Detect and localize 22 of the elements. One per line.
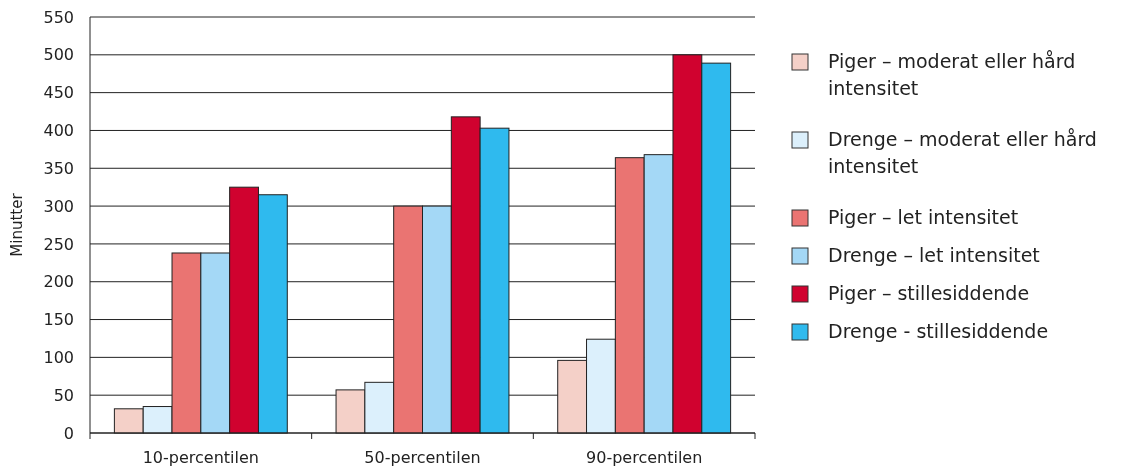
y-tick-label: 250 [43, 234, 74, 254]
y-tick-label: 450 [43, 83, 74, 103]
y-axis-title: Minutter [8, 192, 26, 257]
y-tick-label: 0 [63, 423, 74, 443]
legend-label: Drenge - stillesiddende [828, 320, 1049, 342]
y-tick-label: 200 [43, 272, 74, 292]
y-tick-label: 100 [43, 347, 74, 367]
legend-label: Piger – moderat eller hård intensitet [828, 50, 1076, 99]
legend-label: Drenge – let intensitet [828, 244, 1040, 266]
y-tick-label: 550 [43, 7, 74, 27]
legend-label: Drenge – moderat eller hård intensitet [828, 128, 1097, 177]
y-tick-label: 500 [43, 45, 74, 65]
legend-label: Piger – stillesiddende [828, 282, 1030, 304]
y-tick-label: 50 [53, 385, 74, 405]
x-tick-label: 10-percentilen [142, 448, 259, 467]
y-tick-label: 300 [43, 196, 74, 216]
y-tick-label: 150 [43, 310, 74, 330]
y-tick-label: 400 [43, 121, 74, 141]
legend-label: Piger – let intensitet [828, 206, 1019, 228]
x-tick-label: 50-percentilen [364, 448, 481, 467]
x-tick-label: 90-percentilen [586, 448, 703, 467]
y-tick-label: 350 [43, 158, 74, 178]
